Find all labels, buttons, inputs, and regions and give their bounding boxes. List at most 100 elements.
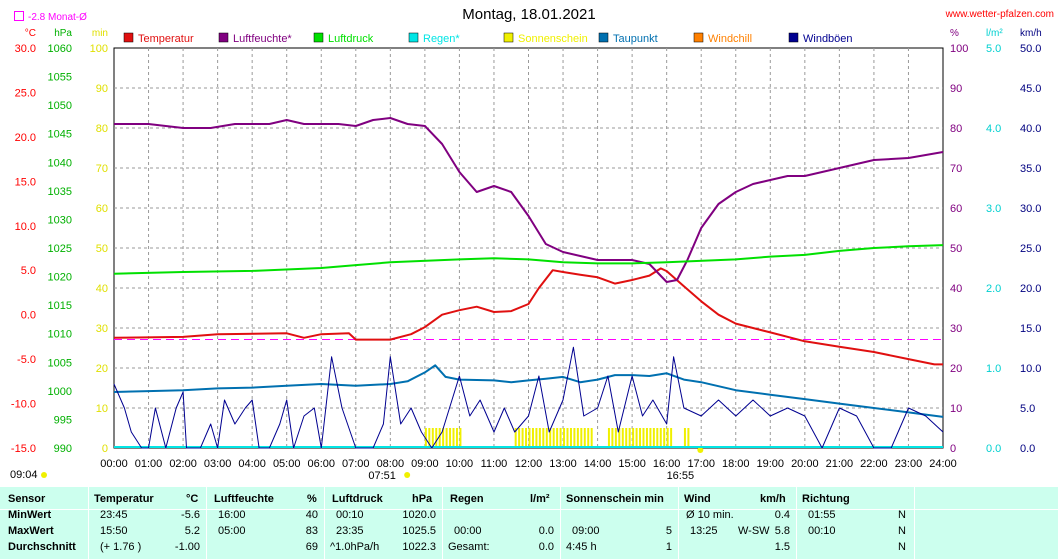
x-tick-label: 15:00 bbox=[618, 458, 646, 470]
temp-tick-label: 15.0 bbox=[15, 176, 36, 188]
legend-swatch-temperatur bbox=[123, 32, 134, 43]
x-tick-label: 10:00 bbox=[446, 458, 474, 470]
x-tick-label: 23:00 bbox=[895, 458, 923, 470]
series-luftfeuchte-line bbox=[114, 117, 944, 283]
pressure-tick-label: 1045 bbox=[48, 129, 72, 141]
sunshine-bar bbox=[445, 428, 448, 448]
humidity-tick-label: 30 bbox=[950, 323, 962, 335]
legend-label-sonnenschein: Sonnenschein bbox=[518, 33, 588, 45]
humidity-axis-unit: % bbox=[950, 28, 959, 39]
month-average-legend: -2.8 Monat-Ø bbox=[14, 11, 87, 23]
sunshine-bar bbox=[514, 428, 517, 448]
sunshine-bar bbox=[549, 428, 552, 448]
sunshine-bar bbox=[518, 428, 521, 448]
sunshine-bar bbox=[552, 428, 555, 448]
x-tick-label: 11:00 bbox=[481, 458, 508, 470]
wind-avg-value: 1.5 bbox=[774, 541, 790, 553]
pressure-tick-label: 1035 bbox=[48, 186, 72, 198]
sunshine-bar bbox=[635, 428, 638, 448]
temp-tick-label: 0.0 bbox=[21, 310, 36, 322]
sunshine-bar bbox=[607, 428, 610, 448]
minutes-axis-unit: min bbox=[92, 28, 108, 39]
pressure-tick-label: 1050 bbox=[48, 100, 72, 112]
legend-swatch-luftfeuchte bbox=[218, 32, 229, 43]
col-sep bbox=[88, 487, 89, 559]
sunshine-header: Sonnenschein min bbox=[566, 493, 664, 505]
humidity-header: Luftfeuchte bbox=[214, 493, 274, 505]
temp-tick-label: -10.0 bbox=[11, 399, 36, 411]
sunshine-bar bbox=[628, 428, 631, 448]
humidity-tick-label: 40 bbox=[950, 283, 962, 295]
pressure-tick-label: 1025 bbox=[48, 243, 72, 255]
x-tick-label: 00:00 bbox=[100, 458, 128, 470]
sunshine-bar bbox=[639, 428, 642, 448]
col-sep bbox=[324, 487, 325, 559]
sunshine-bar bbox=[621, 428, 624, 448]
col-sep bbox=[560, 487, 561, 559]
legend-label-taupunkt: Taupunkt bbox=[613, 33, 658, 45]
month-average-label: -2.8 Monat-Ø bbox=[28, 12, 87, 23]
legend-label-windchill: Windchill bbox=[708, 33, 752, 45]
sunshine-bar bbox=[428, 428, 431, 448]
direction-avg-value: N bbox=[898, 541, 906, 553]
pressure-header: Luftdruck bbox=[332, 493, 383, 505]
sunshine-bar bbox=[442, 428, 445, 448]
statistics-divider bbox=[0, 509, 1058, 510]
minutes-tick-label: 40 bbox=[96, 283, 108, 295]
humidity-tick-label: 70 bbox=[950, 163, 962, 175]
rain-total-value: 0.0 bbox=[538, 541, 554, 553]
sunshine-bar bbox=[431, 428, 434, 448]
series-taupunkt-line bbox=[113, 364, 944, 418]
temp-avg-note: (+ 1.76 ) bbox=[100, 541, 142, 553]
wind-tick-label: 50.0 bbox=[1020, 43, 1041, 55]
legend-label-regen: Regen* bbox=[423, 33, 460, 45]
sunshine-bar bbox=[569, 428, 572, 448]
sunshine-bar bbox=[542, 428, 545, 448]
pressure-axis-unit: hPa bbox=[54, 28, 72, 39]
pressure-tick-label: 1060 bbox=[48, 43, 72, 55]
sunshine-bar bbox=[663, 428, 666, 448]
wind-header: Wind bbox=[684, 493, 711, 505]
temp-tick-label: 30.0 bbox=[15, 43, 36, 55]
temp-min-value: -5.6 bbox=[181, 509, 200, 521]
temp-unit: °C bbox=[186, 493, 199, 505]
pressure-avg-value: 1022.3 bbox=[402, 541, 436, 553]
legend-swatch-sonnenschein bbox=[503, 32, 514, 43]
series-temperatur-line bbox=[113, 267, 943, 366]
x-tick-label: 14:00 bbox=[584, 458, 612, 470]
rain-max-value: 0.0 bbox=[538, 525, 554, 537]
sunshine-bar bbox=[683, 428, 686, 448]
humidity-tick-label: 90 bbox=[950, 83, 962, 95]
sunshine-bar bbox=[455, 428, 458, 448]
sunshine-total: 4:45 h bbox=[566, 541, 597, 553]
x-tick-label: 02:00 bbox=[169, 458, 197, 470]
site-link[interactable]: www.wetter-pfalzen.com bbox=[945, 9, 1054, 20]
x-tick-label: 09:00 bbox=[411, 458, 439, 470]
sunshine-bar bbox=[687, 428, 690, 448]
sunshine-bar bbox=[435, 428, 438, 448]
pressure-tick-label: 995 bbox=[54, 414, 72, 426]
pressure-tick-label: 1040 bbox=[48, 157, 72, 169]
x-tick-label: 16:00 bbox=[653, 458, 681, 470]
minutes-tick-label: 70 bbox=[96, 163, 108, 175]
x-tick-label: 03:00 bbox=[204, 458, 232, 470]
series-luftdruck-line bbox=[113, 244, 944, 275]
wind-tick-label: 45.0 bbox=[1020, 83, 1041, 95]
sunshine-bar bbox=[659, 428, 662, 448]
sunshine-bar bbox=[531, 428, 534, 448]
minutes-tick-label: 30 bbox=[96, 323, 108, 335]
legend-swatch-taupunkt bbox=[598, 32, 609, 43]
sunshine-bar bbox=[538, 428, 541, 448]
wind-tick-label: 5.0 bbox=[1020, 403, 1035, 415]
rain-header: Regen bbox=[450, 493, 484, 505]
temp-tick-label: 20.0 bbox=[15, 132, 36, 144]
sunshine-bar bbox=[438, 428, 441, 448]
row-label-min: MinWert bbox=[8, 509, 52, 521]
humidity-tick-label: 60 bbox=[950, 203, 962, 215]
sunshine-avg-value: 1 bbox=[665, 541, 672, 553]
sunshine-bar bbox=[642, 428, 645, 448]
sunset-icon bbox=[697, 447, 704, 453]
minutes-tick-label: 80 bbox=[96, 123, 108, 135]
pressure-tick-label: 1020 bbox=[48, 272, 72, 284]
wind-tick-label: 40.0 bbox=[1020, 123, 1041, 135]
